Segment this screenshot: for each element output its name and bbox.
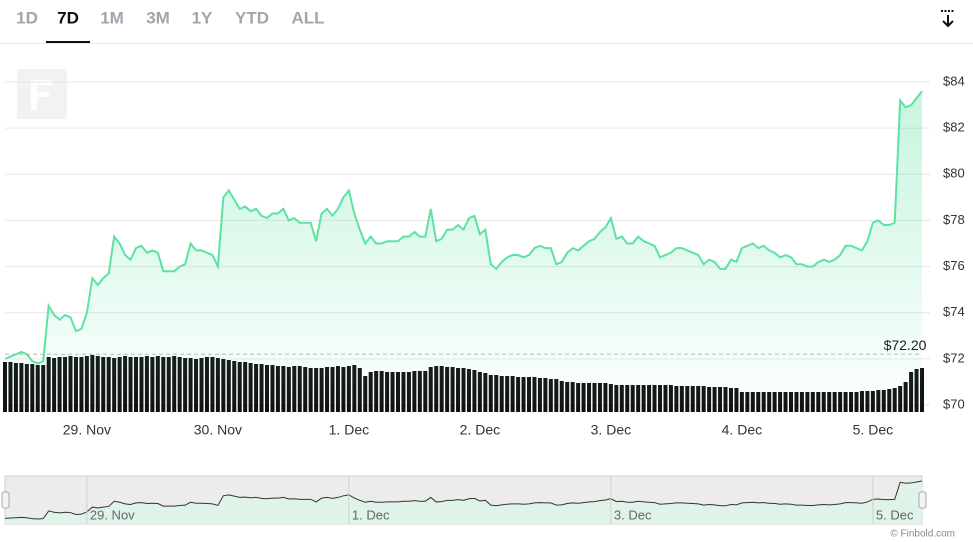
logo-box xyxy=(17,69,67,119)
navigator-handle[interactable] xyxy=(1,491,10,509)
range-tab[interactable]: 3M xyxy=(146,8,170,27)
range-tab[interactable]: 7D xyxy=(57,8,79,27)
y-tick-label: $70 xyxy=(943,396,965,411)
x-tick-label: 30. Nov xyxy=(194,422,242,438)
x-tick-label: 29. Nov xyxy=(63,422,111,438)
y-tick-label: $80 xyxy=(943,166,965,181)
x-tick-label: 1. Dec xyxy=(329,422,369,438)
range-tab[interactable]: 1Y xyxy=(192,8,213,27)
price-area xyxy=(5,91,922,405)
range-tab[interactable]: ALL xyxy=(291,8,324,27)
range-tabs: 1D 7D 1M 3M 1Y YTD ALL xyxy=(16,8,325,44)
logo-letter xyxy=(31,80,52,110)
range-tab-underline xyxy=(46,41,90,44)
y-tick-label: $82 xyxy=(943,120,965,135)
range-tab[interactable]: YTD xyxy=(235,8,269,27)
navigator-label: 1. Dec xyxy=(352,507,390,522)
x-tick-label: 4. Dec xyxy=(722,422,762,438)
navigator-line xyxy=(4,480,923,520)
y-tick-label: $84 xyxy=(943,73,965,88)
y-tick-label: $78 xyxy=(943,212,965,227)
range-tab[interactable]: 1D xyxy=(16,8,38,27)
x-tick-label: 5. Dec xyxy=(853,422,893,438)
watermark-logo xyxy=(17,69,67,119)
navigator: 29. Nov 1. Dec 3. Dec 5. Dec xyxy=(1,475,927,525)
y-tick-label: $76 xyxy=(943,258,965,273)
y-tick-label: $72 xyxy=(943,350,965,365)
navigator-label: 29. Nov xyxy=(90,507,135,522)
credit: © Finbold.com xyxy=(890,529,955,540)
download-icon-arrow xyxy=(942,15,954,28)
download-button[interactable] xyxy=(941,10,955,28)
navigator-handle[interactable] xyxy=(918,491,927,509)
y-tick-label: $74 xyxy=(943,304,965,319)
navigator-label: 3. Dec xyxy=(614,507,652,522)
navigator-label: 5. Dec xyxy=(876,507,914,522)
price-line xyxy=(4,90,923,365)
navigator-area xyxy=(5,481,922,524)
x-tick-label: 2. Dec xyxy=(460,422,500,438)
plot-area: $70$72$74$76$78$80$82$84$72.2029. Nov30.… xyxy=(3,73,965,438)
range-tab[interactable]: 1M xyxy=(100,8,124,27)
x-tick-label: 3. Dec xyxy=(591,422,631,438)
